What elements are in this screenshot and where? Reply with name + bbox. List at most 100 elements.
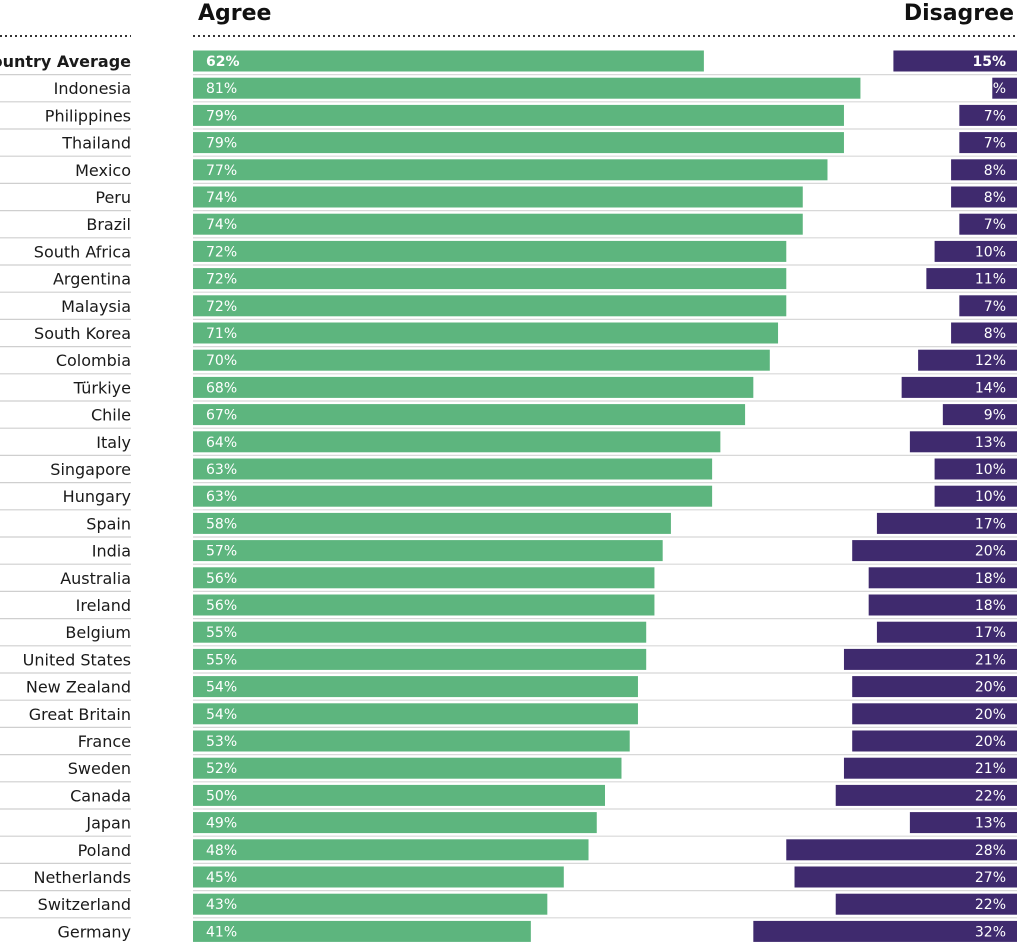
category-label: South Korea [34, 324, 131, 343]
agree-value-label: 72% [206, 244, 237, 260]
category-label: Singapore [50, 460, 131, 479]
category-label: Chile [91, 406, 131, 425]
agree-bar [193, 404, 746, 426]
category-label: Sweden [68, 759, 131, 778]
disagree-value-label: 22% [975, 788, 1006, 804]
category-label: Peru [95, 188, 131, 207]
agree-bar [193, 866, 564, 888]
disagree-bar [868, 594, 1017, 616]
agree-bar [193, 594, 655, 616]
agree-bar [193, 77, 861, 99]
disagree-bar [926, 268, 1017, 290]
agree-value-label: 56% [206, 598, 237, 614]
agree-bar [193, 376, 754, 398]
disagree-bar [909, 812, 1017, 834]
category-label: Japan [85, 814, 131, 833]
disagree-bar [918, 349, 1017, 371]
disagree-bar [835, 893, 1017, 915]
agree-value-label: 57% [206, 544, 237, 560]
category-label: Germany [57, 922, 131, 941]
disagree-bar [876, 621, 1017, 643]
disagree-bar [852, 703, 1017, 725]
disagree-bar [786, 839, 1017, 861]
category-label: Great Britain [29, 705, 131, 724]
agree-bar [193, 485, 713, 507]
disagree-value-label: 28% [975, 843, 1006, 859]
agree-bar [193, 839, 589, 861]
agree-bar [193, 50, 704, 72]
disagree-bar [852, 540, 1017, 562]
disagree-bar [951, 186, 1017, 208]
disagree-bar [959, 213, 1017, 235]
disagree-value-label: 20% [975, 707, 1006, 723]
category-label: Ireland [76, 596, 131, 615]
category-label: Indonesia [54, 79, 131, 98]
agree-value-label: 58% [206, 516, 237, 532]
disagree-value-label: 21% [975, 652, 1006, 668]
disagree-value-label: 8% [984, 326, 1006, 342]
agree-value-label: 49% [206, 816, 237, 832]
disagree-value-label: 7% [984, 108, 1006, 124]
agree-value-label: 55% [206, 652, 237, 668]
disagree-bar [868, 567, 1017, 589]
disagree-bar [951, 159, 1017, 181]
disagree-bar [794, 866, 1017, 888]
category-label: Malaysia [61, 297, 131, 316]
disagree-bar [934, 485, 1017, 507]
agree-value-label: 63% [206, 462, 237, 478]
category-label: Belgium [65, 623, 131, 642]
category-label: Italy [96, 433, 131, 452]
category-label: Türkiye [73, 378, 131, 397]
agree-value-label: 52% [206, 761, 237, 777]
disagree-value-label: 7% [984, 299, 1006, 315]
disagree-bar [852, 676, 1017, 698]
disagree-value-label: 21% [975, 761, 1006, 777]
agree-value-label: 48% [206, 843, 237, 859]
category-label: Mexico [75, 161, 131, 180]
disagree-value-label: 27% [975, 870, 1006, 886]
agree-value-label: 50% [206, 788, 237, 804]
agree-bar [193, 730, 630, 752]
category-label: India [92, 542, 131, 561]
agree-value-label: 54% [206, 707, 237, 723]
agree-bar [193, 920, 531, 942]
agree-bar [193, 295, 787, 317]
agree-bar [193, 648, 647, 670]
chart-rows: ountry Average 62% 15% Indonesia 81% % Philipp… [0, 50, 1017, 942]
agree-value-label: 53% [206, 734, 237, 750]
agree-value-label: 72% [206, 272, 237, 288]
agree-bar [193, 186, 803, 208]
agree-bar [193, 676, 638, 698]
disagree-value-label: 10% [975, 462, 1006, 478]
disagree-value-label: 15% [972, 54, 1006, 70]
category-label: United States [23, 650, 131, 669]
agree-bar [193, 812, 597, 834]
agree-header: Agree [198, 1, 271, 26]
disagree-bar [951, 322, 1017, 344]
disagree-value-label: 7% [984, 217, 1006, 233]
agree-value-label: 43% [206, 897, 237, 913]
agree-bar [193, 322, 779, 344]
agree-bar [193, 349, 770, 371]
agree-value-label: 74% [206, 190, 237, 206]
disagree-value-label: 12% [975, 353, 1006, 369]
category-label: Netherlands [33, 868, 131, 887]
agree-value-label: 71% [206, 326, 237, 342]
disagree-bar [835, 784, 1017, 806]
category-label: Poland [78, 841, 131, 860]
disagree-bar [942, 404, 1017, 426]
disagree-value-label: 7% [984, 136, 1006, 152]
category-label: Brazil [86, 215, 131, 234]
disagree-value-label: 17% [975, 516, 1006, 532]
disagree-value-label: 17% [975, 625, 1006, 641]
category-label: Philippines [45, 106, 131, 125]
agree-value-label: 63% [206, 489, 237, 505]
agree-bar [193, 240, 787, 262]
disagree-bar [876, 512, 1017, 534]
agree-bar [193, 567, 655, 589]
category-label: Thailand [61, 134, 131, 153]
agree-value-label: 81% [206, 81, 237, 97]
agree-bar [193, 757, 622, 779]
disagree-bar [934, 240, 1017, 262]
disagree-value-label: 9% [984, 408, 1006, 424]
